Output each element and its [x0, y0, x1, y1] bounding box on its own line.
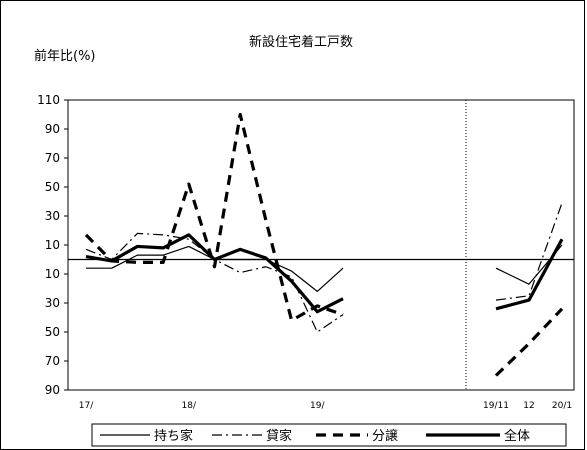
x-tick-label: 19/: [310, 401, 325, 411]
legend-label-全体: 全体: [504, 428, 530, 444]
x-tick-label: 12: [523, 401, 534, 411]
x-tick-label: 18/: [182, 401, 197, 411]
legend-label-持ち家: 持ち家: [154, 428, 193, 444]
y-tick-label: 110: [37, 93, 60, 107]
y-tick-label: 90: [45, 383, 60, 397]
chart-title: 新設住宅着工戸数: [249, 34, 353, 50]
x-tick-label: 17/: [79, 401, 94, 411]
y-tick-label: 10: [45, 267, 60, 281]
x-tick-label: 19/11: [483, 401, 509, 411]
y-tick-label: 30: [45, 296, 60, 310]
y-tick-label: 50: [45, 180, 60, 194]
y-axis-label: 前年比(%): [34, 48, 96, 64]
y-tick-label: 70: [45, 151, 60, 165]
y-tick-label: 70: [45, 354, 60, 368]
x-tick-label: 20/1: [552, 401, 572, 411]
y-tick-label: 10: [45, 238, 60, 252]
y-tick-label: 30: [45, 209, 60, 223]
legend-label-分譲: 分譲: [372, 428, 398, 444]
y-tick-label: 50: [45, 325, 60, 339]
y-tick-label: 90: [45, 122, 60, 136]
legend-label-貸家: 貸家: [266, 428, 292, 444]
